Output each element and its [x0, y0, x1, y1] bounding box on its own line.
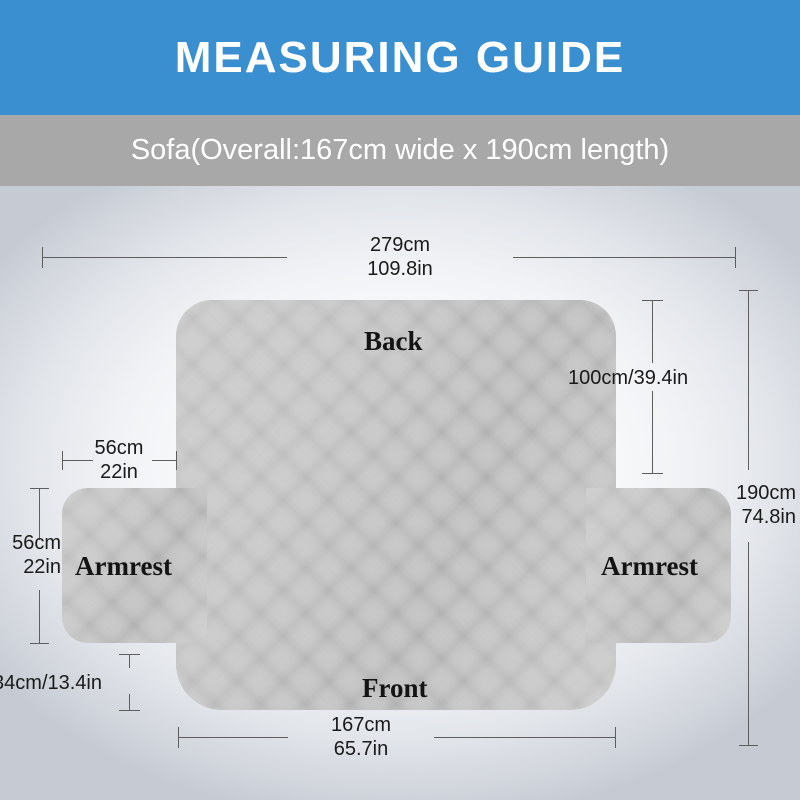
dim-armwidth-tick-right — [176, 451, 177, 470]
header-banner: MEASURING GUIDE — [0, 0, 800, 115]
dim-armwidth-tick-left — [62, 451, 63, 470]
label-armrest-left: Armrest — [75, 551, 172, 581]
sofa-cover-diagram: Back Armrest Armrest Front 279cm 109.8in… — [0, 186, 800, 800]
cover-armrest-right — [586, 488, 731, 643]
dim-top-width-in: 109.8in — [367, 257, 433, 280]
page-title: MEASURING GUIDE — [174, 32, 626, 82]
dim-back-line-lower — [652, 391, 653, 473]
dim-top-line-left — [42, 257, 287, 258]
dim-top-tick-right — [735, 247, 736, 268]
dim-armheight-tick-bottom — [30, 643, 49, 644]
dim-bottom-line-right — [434, 737, 615, 738]
dim-right-length-in: 74.8in — [741, 505, 797, 528]
dim-front-flap-text: 34cm/13.4in — [0, 672, 102, 694]
dim-bottom-width-in: 65.7in — [333, 737, 389, 760]
dim-right-line-upper — [748, 290, 749, 470]
dim-bottom-width-cm: 167cm — [330, 714, 392, 736]
dim-back-tick-bottom — [642, 473, 663, 474]
dim-bottom-width-text: 167cm 65.7in — [289, 714, 433, 761]
dim-bottom-line-left — [178, 737, 288, 738]
dim-armheight-line-lower — [39, 590, 40, 643]
dim-armwidth-line-right — [152, 460, 176, 461]
cover-main-panel — [176, 300, 616, 710]
subtitle-banner: Sofa(Overall:167cm wide x 190cm length) — [0, 115, 800, 186]
dim-flap-tick-bottom — [119, 710, 140, 711]
dim-right-tick-top — [739, 290, 758, 291]
dim-top-line-right — [513, 257, 735, 258]
dim-armrest-width-in: 22in — [100, 460, 138, 483]
dim-armrest-width-text: 56cm 22in — [74, 437, 164, 484]
dim-bottom-tick-right — [615, 727, 616, 748]
dim-right-line-lower — [748, 542, 749, 745]
dim-armheight-line-upper — [39, 488, 40, 540]
dim-armrest-height-in: 22in — [23, 555, 61, 578]
dim-right-tick-bottom — [739, 745, 758, 746]
dim-back-tick-top — [642, 300, 663, 301]
dim-top-width-cm: 279cm — [369, 234, 431, 256]
dim-right-length-cm: 190cm — [735, 482, 796, 504]
dim-right-length-text: 190cm 74.8in — [700, 482, 796, 529]
dim-armrest-height-cm: 56cm — [12, 532, 61, 554]
label-back: Back — [364, 326, 423, 356]
dim-armheight-tick-top — [30, 488, 49, 489]
dim-top-width-text: 279cm 109.8in — [288, 234, 512, 281]
label-front: Front — [362, 673, 428, 703]
page-subtitle: Sofa(Overall:167cm wide x 190cm length) — [130, 134, 670, 166]
dim-flap-line-upper — [129, 654, 130, 668]
dim-top-tick-left — [42, 247, 43, 268]
dim-back-height-text: 100cm/39.4in — [568, 367, 689, 389]
dim-bottom-tick-left — [178, 727, 179, 748]
dim-back-line-upper — [652, 300, 653, 363]
dim-flap-tick-top — [119, 654, 140, 655]
dim-flap-line-lower — [129, 694, 130, 710]
label-armrest-right: Armrest — [601, 551, 698, 581]
dim-armrest-width-cm: 56cm — [94, 437, 144, 459]
cover-armrest-left — [62, 488, 207, 643]
dim-armwidth-line-left — [62, 460, 93, 461]
dim-armrest-height-text: 56cm 22in — [0, 532, 61, 579]
